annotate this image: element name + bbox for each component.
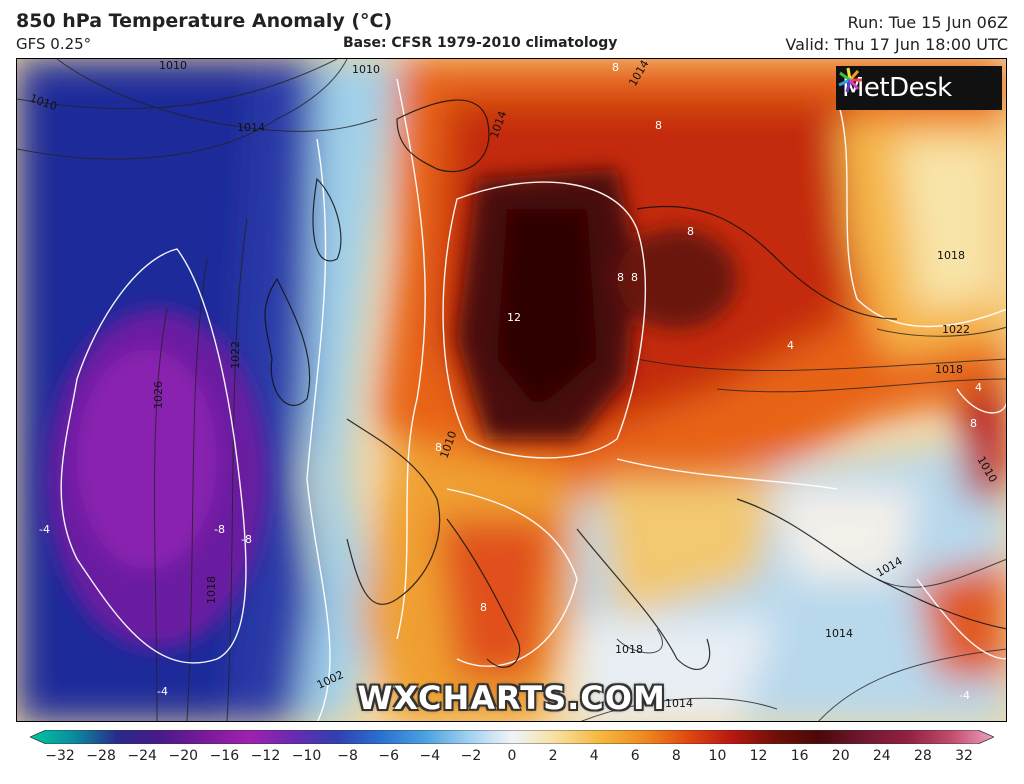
colorbar-gradient	[30, 730, 994, 744]
colorbar	[30, 730, 994, 744]
isobar-label: 1018	[935, 363, 963, 376]
isobar-label: 1018	[615, 643, 643, 656]
watermark: WXCHARTS.COM	[357, 679, 666, 717]
colorbar-tick-label: −24	[127, 748, 157, 764]
anomaly-label: 8	[435, 441, 442, 454]
colorbar-tick-label: 8	[671, 748, 681, 764]
isobar-label: 1010	[159, 59, 187, 72]
colorbar-tick-label: −2	[460, 748, 482, 764]
colorbar-tick-label: −8	[337, 748, 358, 764]
anomaly-label: -4	[959, 689, 970, 702]
anomaly-label: -4	[157, 685, 168, 698]
anomaly-label: 8	[480, 601, 487, 614]
anomaly-label: 4	[975, 381, 982, 394]
metdesk-logo-icon	[838, 67, 862, 93]
colorbar-tick-label: 10	[708, 748, 727, 764]
chart-title: 850 hPa Temperature Anomaly (°C)	[16, 10, 393, 32]
colorbar-tick-label: −10	[291, 748, 322, 764]
isobar-label: 1022	[942, 323, 970, 336]
isobar-label: 1010	[352, 63, 380, 76]
isobar-label: 1026	[152, 381, 165, 409]
anomaly-label: 4	[787, 339, 794, 352]
colorbar-tick-label: 2	[548, 748, 558, 764]
colorbar-tick-label: 32	[955, 748, 973, 764]
anomaly-label: 8	[631, 271, 638, 284]
colorbar-tick-label: 20	[831, 748, 850, 764]
colorbar-tick-label: 12	[749, 748, 768, 764]
colorbar-tick-label: −20	[168, 748, 199, 764]
anomaly-label: 12	[507, 311, 521, 324]
isobar-label: 1018	[205, 576, 218, 604]
colorbar-ticks: −32 −28 −24 −20 −16 −12 −10 −8 −6 −4 −2 0 2 4 6 8 10 12 16…	[0, 748, 1024, 768]
map-field: 1010 1010 1014 1010 1014 1026 1022 1018 …	[17, 59, 1006, 721]
colorbar-tick-label: 4	[589, 748, 599, 764]
model-label: GFS 0.25°	[16, 35, 92, 53]
anomaly-label: -8	[241, 533, 252, 546]
colorbar-tick-label: 28	[913, 748, 932, 764]
anomaly-label: 8	[655, 119, 662, 132]
anomaly-label: 8	[970, 417, 977, 430]
climatology-base-label: Base: CFSR 1979-2010 climatology	[343, 35, 618, 51]
colorbar-tick-label: 0	[507, 748, 517, 764]
anomaly-map: 1010 1010 1014 1010 1014 1026 1022 1018 …	[16, 58, 1007, 722]
colorbar-tick-label: 6	[630, 748, 640, 764]
isobar-label: 1022	[229, 341, 242, 369]
colorbar-tick-label: 16	[790, 748, 809, 764]
anomaly-label: 8	[617, 271, 624, 284]
isobar-label: 1014	[665, 697, 693, 710]
colorbar-tick-label: −28	[86, 748, 116, 764]
isobar-label: 1014	[825, 627, 853, 640]
logo-text: MetDesk	[842, 73, 952, 103]
anomaly-label: -4	[39, 523, 50, 536]
run-time-label: Run: Tue 15 Jun 06Z	[847, 13, 1008, 32]
colorbar-tick-label: −4	[419, 748, 441, 764]
isobar-label: 1014	[237, 121, 265, 134]
anomaly-label: -8	[214, 523, 225, 536]
anomaly-label: 8	[687, 225, 694, 238]
colorbar-tick-label: −6	[378, 748, 400, 764]
anomaly-label: 8	[612, 61, 619, 74]
valid-time-label: Valid: Thu 17 Jun 18:00 UTC	[785, 35, 1008, 54]
metdesk-logo: MetDesk	[836, 66, 1002, 110]
colorbar-tick-label: 24	[872, 748, 891, 764]
isobar-label: 1018	[937, 249, 965, 262]
colorbar-tick-label: −12	[250, 748, 281, 764]
colorbar-tick-label: −32	[45, 748, 75, 764]
colorbar-tick-label: −16	[209, 748, 240, 764]
